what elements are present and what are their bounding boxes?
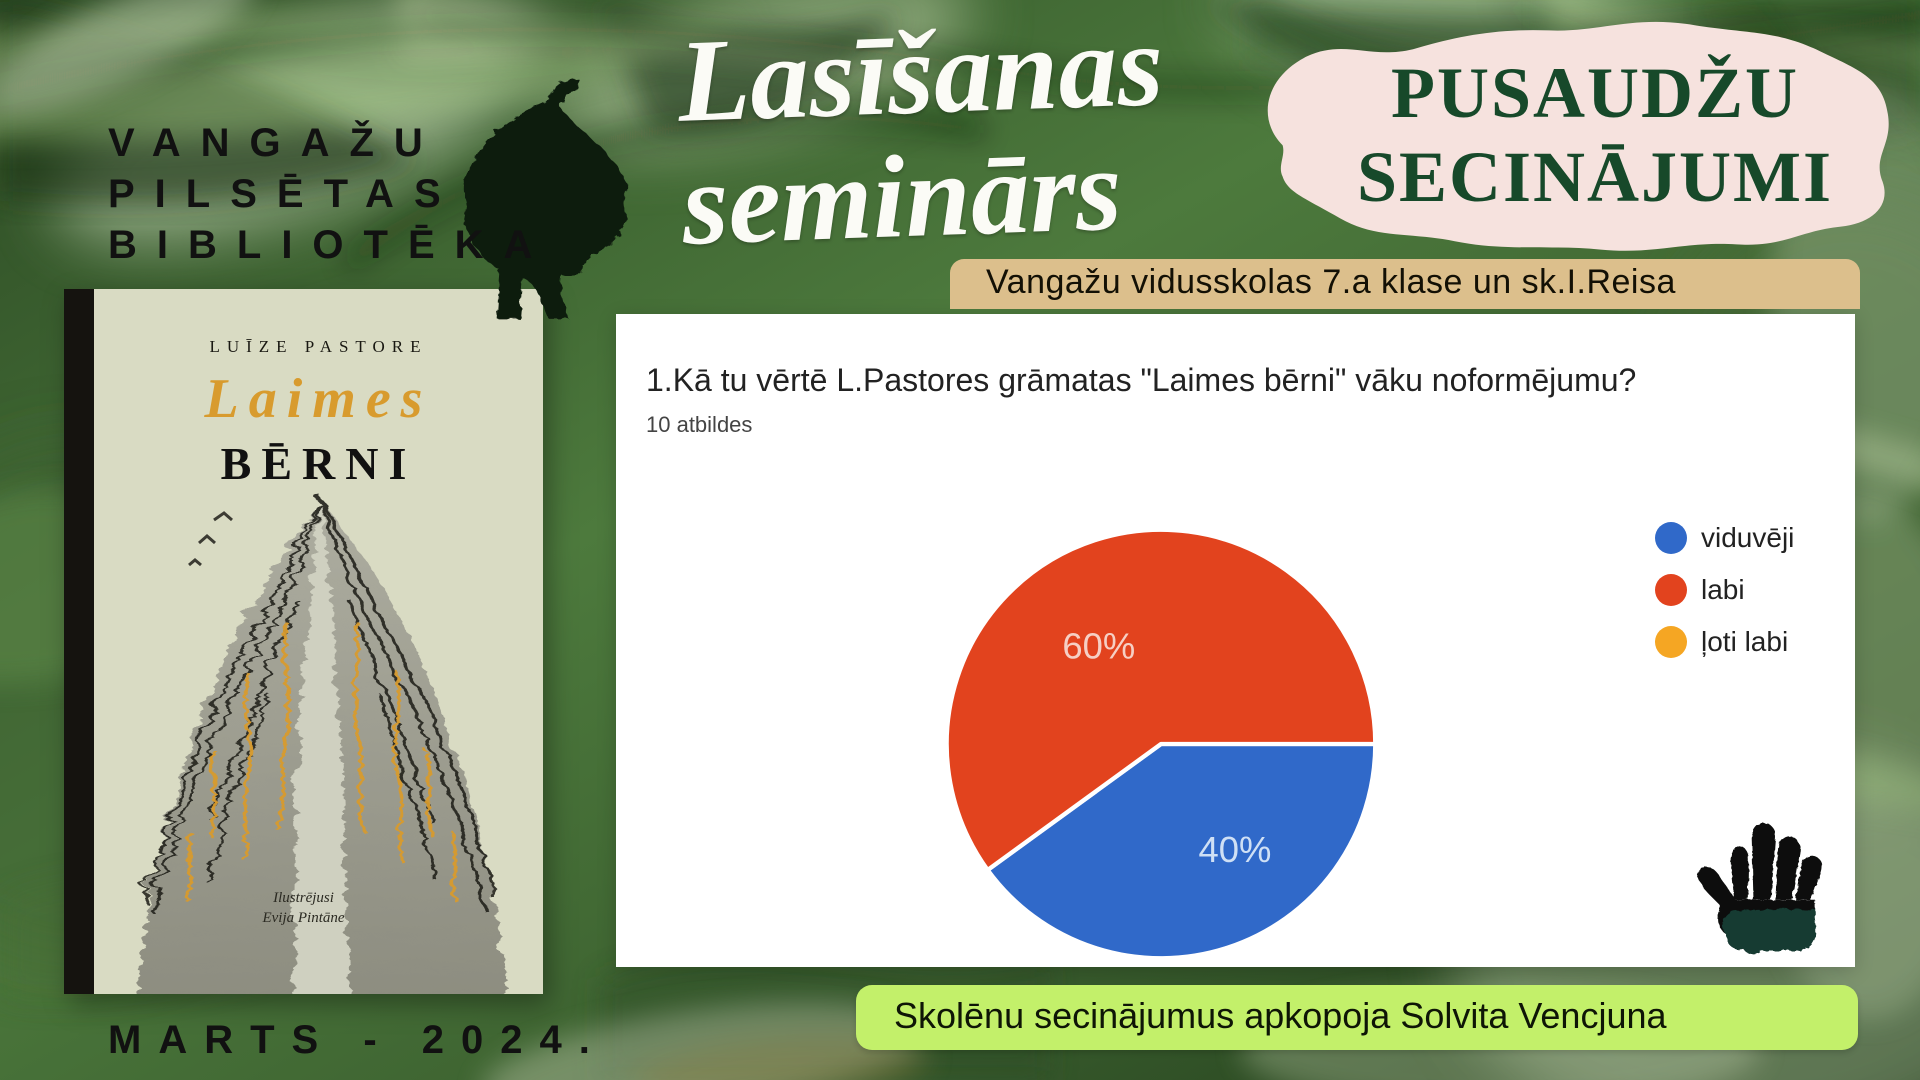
svg-text:60%: 60% — [1062, 625, 1135, 666]
svg-text:40%: 40% — [1199, 829, 1272, 870]
